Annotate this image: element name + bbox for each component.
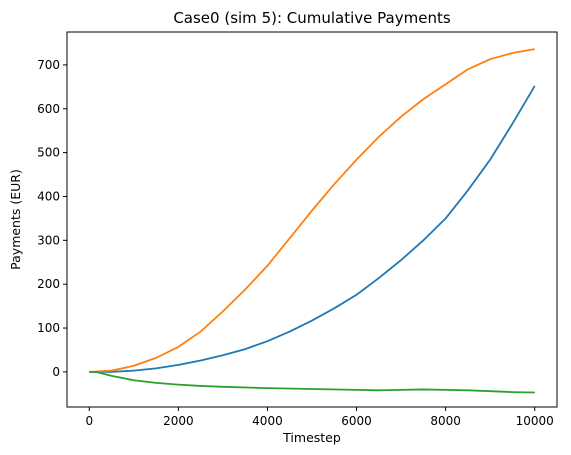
x-tick-label: 8000 (430, 414, 461, 428)
x-tick-label: 4000 (252, 414, 283, 428)
plot-lines (89, 48, 536, 394)
x-axis-label: Timestep (282, 430, 341, 445)
y-tick-label: 600 (37, 102, 60, 116)
x-tick-label: 2000 (163, 414, 194, 428)
y-tick-label: 400 (37, 189, 60, 203)
series-line-3 (89, 371, 535, 394)
y-tick-label: 200 (37, 277, 60, 291)
x-tick-label: 0 (85, 414, 93, 428)
chart-title: Case0 (sim 5): Cumulative Payments (173, 9, 451, 27)
y-axis-label: Payments (EUR) (8, 169, 23, 270)
x-axis-ticks: 0 2000 4000 6000 8000 10000 (85, 407, 554, 428)
y-tick-label: 700 (37, 58, 60, 72)
x-tick-label: 10000 (516, 414, 554, 428)
y-tick-label: 100 (37, 321, 60, 335)
y-axis-ticks: 0 100 200 300 400 500 600 700 (37, 58, 67, 379)
series-line-2 (89, 48, 535, 373)
series-line-1 (89, 85, 536, 373)
x-tick-label: 6000 (341, 414, 372, 428)
y-tick-label: 300 (37, 233, 60, 247)
y-tick-label: 0 (52, 365, 60, 379)
plot-frame (66, 31, 558, 408)
y-tick-label: 500 (37, 146, 60, 160)
